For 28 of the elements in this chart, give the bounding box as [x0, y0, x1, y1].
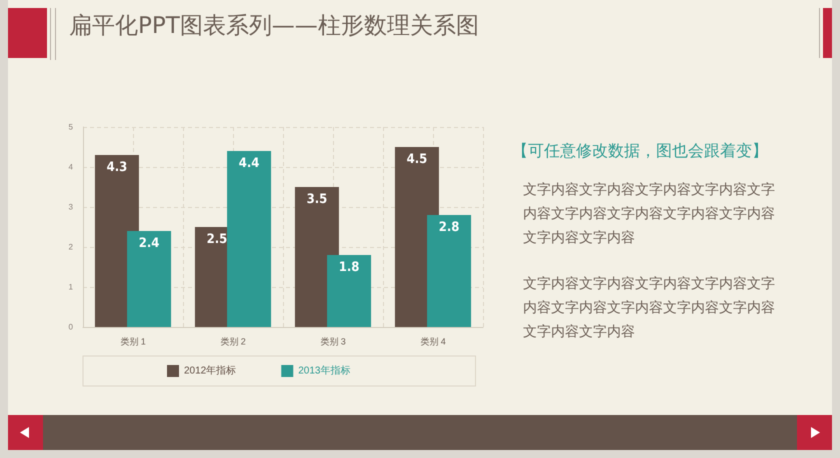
y-tick-label: 3	[68, 202, 74, 212]
chart-title: 扁平化PPT图表系列——柱形数理关系图	[69, 12, 479, 41]
x-tick-label: 类别 2	[220, 336, 246, 346]
legend-label: 2013年指标	[298, 364, 350, 376]
y-tick-label: 1	[68, 282, 74, 292]
bar	[327, 255, 372, 327]
y-tick-label: 4	[68, 162, 74, 172]
data-label: 4.5	[406, 152, 428, 167]
text: 文字内容文字内容文字内容文字内容文字内容文字内容文字内容文字内容文字内容文字内容文字内容	[523, 275, 776, 342]
data-label: 4.4	[238, 156, 260, 171]
legend-label: 2012年指标	[184, 364, 236, 376]
data-label: 1.8	[338, 260, 360, 275]
bar	[427, 215, 472, 327]
x-tick-label: 类别 1	[120, 336, 146, 346]
x-tick-label: 类别 3	[320, 336, 346, 346]
x-tick-label: 类别 4	[420, 336, 446, 346]
bar	[127, 231, 172, 327]
y-tick-label: 5	[68, 122, 74, 132]
text: 【可任意修改数据，图也会跟着变】	[512, 141, 769, 162]
data-label: 4.3	[106, 160, 128, 175]
data-label: 2.5	[206, 232, 228, 247]
bar	[227, 151, 272, 327]
data-label: 2.8	[438, 220, 460, 235]
data-label: 2.4	[138, 236, 160, 251]
text: 文字内容文字内容文字内容文字内容文字内容文字内容文字内容文字内容文字内容文字内容文字内容	[523, 181, 776, 248]
y-tick-label: 0	[68, 322, 74, 332]
data-label: 3.5	[306, 192, 328, 207]
y-tick-label: 2	[68, 242, 74, 252]
